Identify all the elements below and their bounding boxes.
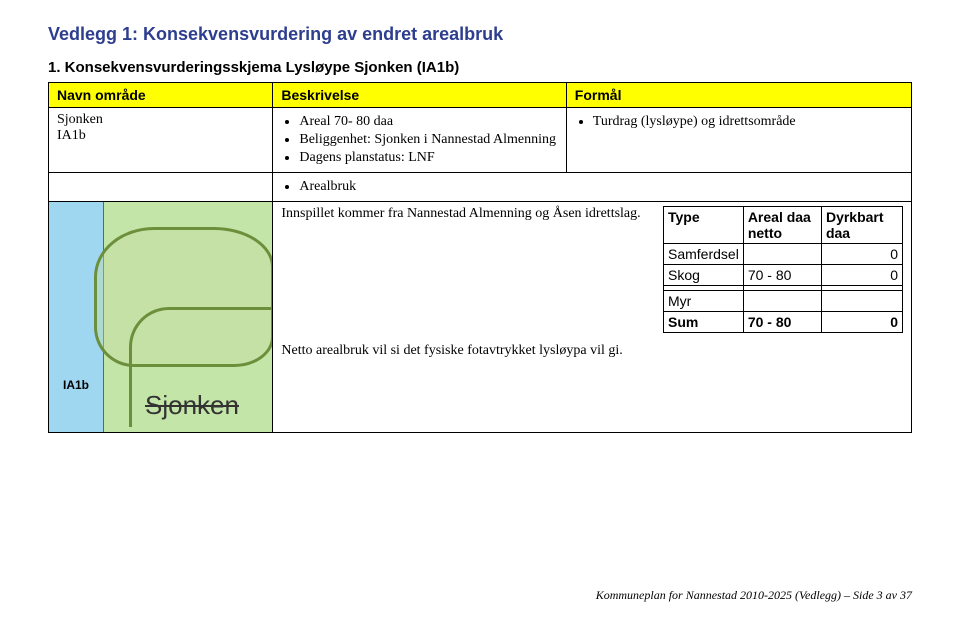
inner-sum-cell: 70 - 80	[743, 312, 821, 333]
inner-header-row: Type Areal daa netto Dyrkbart daa	[664, 207, 903, 244]
map-cell: IA1b Sjonken	[49, 202, 273, 433]
inner-row: Myr	[664, 291, 903, 312]
empty-cell	[49, 173, 273, 202]
inner-th: Dyrkbart daa	[821, 207, 902, 244]
data-row-2a: Arealbruk	[49, 173, 912, 202]
map-graphic: IA1b Sjonken	[49, 202, 272, 432]
beskrivelse-bullet: Dagens planstatus: LNF	[299, 150, 557, 166]
inner-cell	[743, 291, 821, 312]
inner-cell: Skog	[664, 265, 744, 286]
inner-cell	[821, 291, 902, 312]
beskrivelse-cell: Areal 70- 80 daa Beliggenhet: Sjonken i …	[273, 108, 566, 173]
inner-cell: 0	[821, 265, 902, 286]
note-text: Netto arealbruk vil si det fysiske fotav…	[281, 343, 903, 359]
arealbruk-cell: Arealbruk	[273, 173, 912, 202]
section-subheading: 1. Konsekvensvurderingsskjema Lysløype S…	[48, 59, 912, 76]
inner-cell: Myr	[664, 291, 744, 312]
data-row-1: Sjonken IA1b Areal 70- 80 daa Beliggenhe…	[49, 108, 912, 173]
inner-sum-row: Sum 70 - 80 0	[664, 312, 903, 333]
arealbruk-bullet: Arealbruk	[299, 179, 903, 195]
detail-cell: Innspillet kommer fra Nannestad Almennin…	[273, 202, 912, 433]
inner-cell: 70 - 80	[743, 265, 821, 286]
page-footer: Kommuneplan for Nannestad 2010-2025 (Ved…	[596, 588, 912, 603]
formal-bullet: Turdrag (lysløype) og idrettsområde	[593, 114, 903, 130]
header-col3: Formål	[566, 83, 911, 108]
inner-sum-cell: Sum	[664, 312, 744, 333]
innspill-text: Innspillet kommer fra Nannestad Almennin…	[281, 206, 649, 222]
inner-row: Skog 70 - 80 0	[664, 265, 903, 286]
inner-row: Samferdsel 0	[664, 244, 903, 265]
header-col2: Beskrivelse	[273, 83, 566, 108]
page-heading: Vedlegg 1: Konsekvensvurdering av endret…	[48, 24, 912, 45]
map-label-ia1b: IA1b	[63, 378, 89, 392]
main-table: Navn område Beskrivelse Formål Sjonken I…	[48, 82, 912, 433]
name-cell: Sjonken IA1b	[49, 108, 273, 173]
beskrivelse-bullet: Areal 70- 80 daa	[299, 114, 557, 130]
header-row: Navn område Beskrivelse Formål	[49, 83, 912, 108]
name-line1: Sjonken	[57, 112, 264, 128]
inner-table: Type Areal daa netto Dyrkbart daa Samfer…	[663, 206, 903, 333]
inner-th: Type	[664, 207, 744, 244]
name-line2: IA1b	[57, 128, 264, 144]
header-col1: Navn område	[49, 83, 273, 108]
inner-cell	[743, 244, 821, 265]
inner-th: Areal daa netto	[743, 207, 821, 244]
beskrivelse-bullet: Beliggenhet: Sjonken i Nannestad Almenni…	[299, 132, 557, 148]
inner-cell: 0	[821, 244, 902, 265]
data-row-2b: IA1b Sjonken Innspillet kommer fra Nanne…	[49, 202, 912, 433]
map-label-sjonken: Sjonken	[145, 390, 239, 421]
formal-cell: Turdrag (lysløype) og idrettsområde	[566, 108, 911, 173]
inner-cell: Samferdsel	[664, 244, 744, 265]
inner-sum-cell: 0	[821, 312, 902, 333]
